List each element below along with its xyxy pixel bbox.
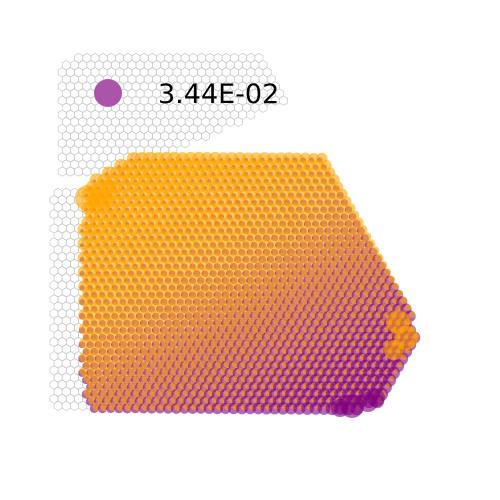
spot-orange [325,224,335,235]
spot-orange [379,261,388,269]
legend-label: 3.44E-02 [158,79,279,110]
spot-orange [275,238,286,249]
spot-orange [404,304,412,311]
spot-orange [396,361,403,368]
spot-orange [384,340,404,360]
spot-orange [144,324,155,334]
spot-orange [383,268,392,276]
legend-marker [94,79,122,107]
spot-orange [83,359,93,370]
spot-orange [181,302,192,313]
spot-orange [103,352,114,363]
spot-orange [87,352,98,363]
spot-orange [271,246,282,256]
spot-orange [271,260,282,270]
spot-orange [99,179,117,197]
spot-orange [316,210,327,221]
spot-orange [384,383,390,389]
spot-orange [103,338,114,348]
spot-orange [169,309,180,320]
spot-orange [108,345,118,355]
spot-orange [337,217,347,228]
spot-orange [374,253,384,263]
spot-orange [157,317,167,327]
spot-orange [107,331,118,341]
spot-orange [193,295,204,306]
spot-orange [243,281,253,292]
spot-orange [329,217,340,228]
spot-orange [388,375,395,382]
spot-orange [112,352,122,362]
spot-orange [349,210,360,221]
spot-orange [353,217,364,228]
spot-orange [370,246,380,256]
spot-orange [296,231,307,242]
spot-orange [316,224,327,235]
spot-orange [136,338,147,348]
spot-orange [99,345,110,356]
spot-orange [345,203,356,214]
spot-orange [177,295,188,306]
spot-orange [358,224,368,235]
spot-purple [331,399,349,417]
spot-purple [367,389,385,407]
spot-orange [292,239,302,249]
spot-orange [392,282,400,290]
spot-orange [190,303,200,313]
spot-orange [259,267,270,277]
spot-orange [341,210,352,221]
spot-orange [387,275,396,283]
spot-orange [234,267,245,278]
spot-orange [396,289,404,297]
hex-outline-grid [49,52,288,411]
spot-orange [202,295,212,306]
spot-orange [408,311,416,318]
spot-orange [79,338,89,349]
legend: 3.44E-02 [94,79,279,110]
spot-orange [214,274,225,285]
spot-orange [243,267,253,277]
background-hex-grid [49,52,288,411]
spot-orange [206,288,216,299]
spot-orange [362,232,372,242]
spot-orange [393,369,399,374]
spot-orange [267,253,278,263]
spot-orange [366,239,376,249]
spot-orange [313,231,323,242]
data-spots [75,151,421,418]
spot-orange [210,281,220,292]
spot-orange [148,316,159,327]
spot-orange [153,309,163,320]
spot-orange [124,331,134,341]
spot-orange [140,331,151,341]
spot-orange [400,296,408,305]
spot-orange [400,354,407,361]
spot-orange [231,274,241,284]
spot-orange [280,260,290,270]
